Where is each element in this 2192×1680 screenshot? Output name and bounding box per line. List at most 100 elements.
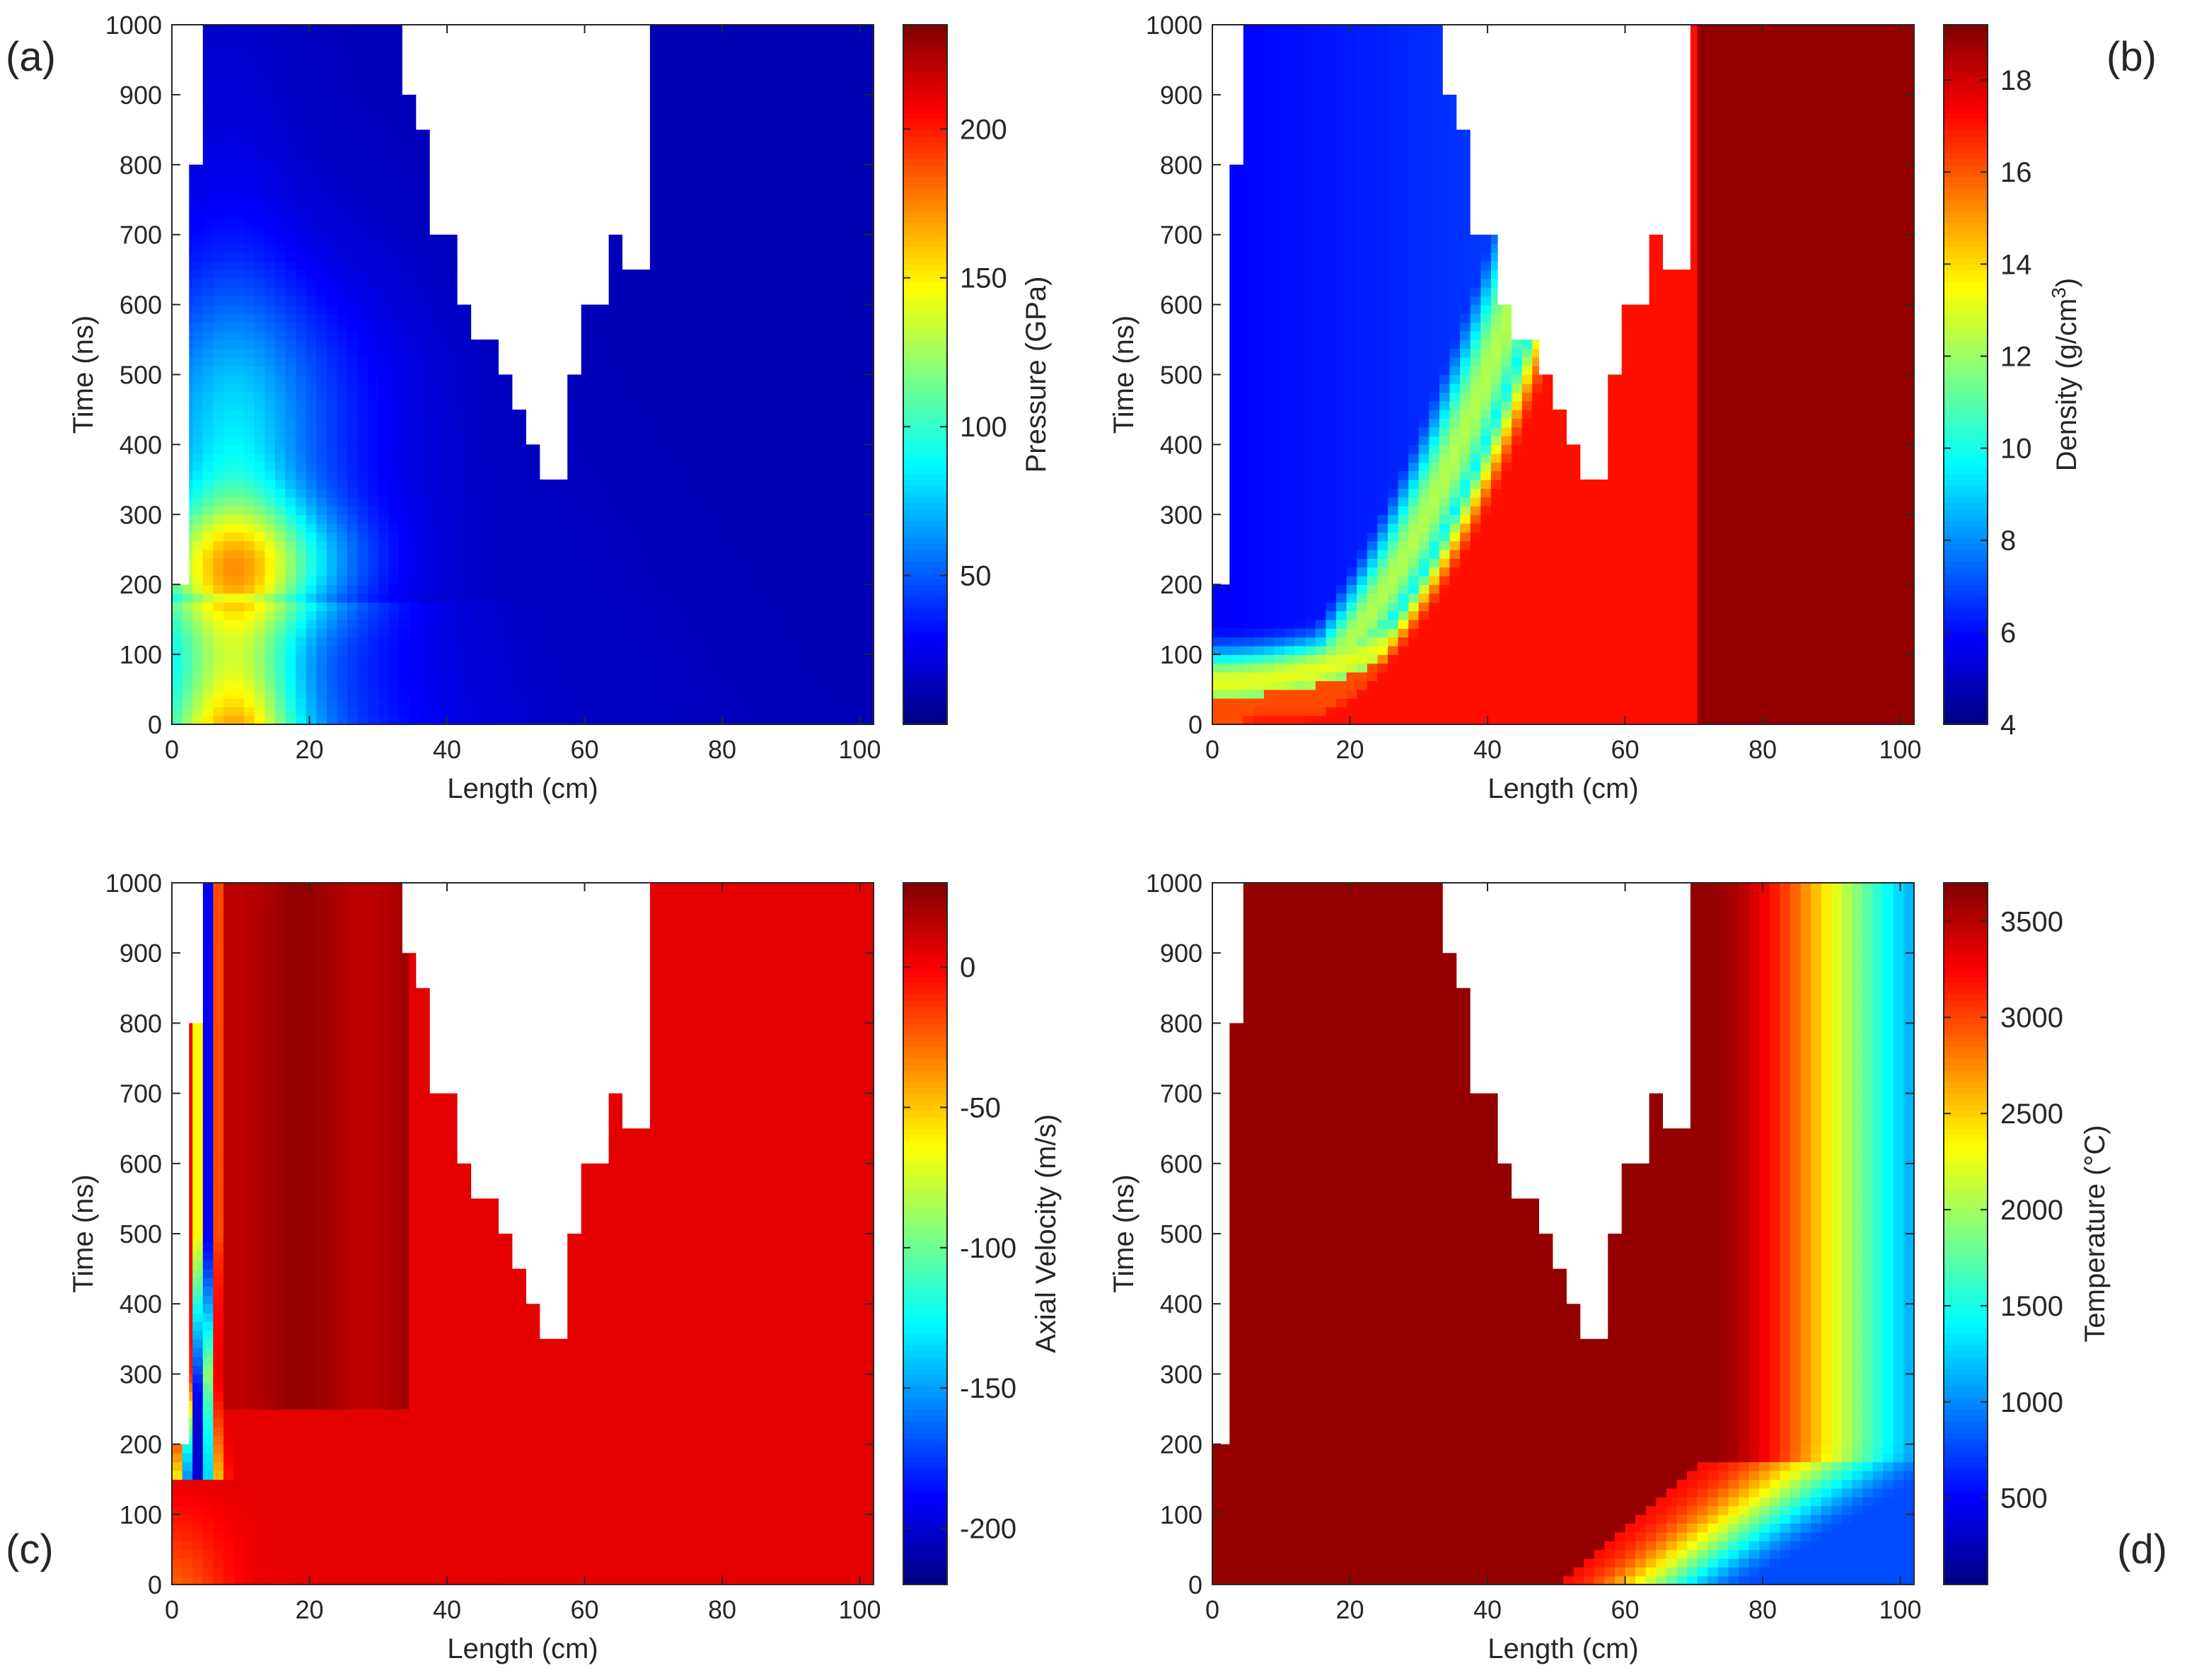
heatmap-cell (388, 444, 399, 453)
heatmap-cell (492, 628, 502, 637)
heatmap-cell (234, 252, 245, 261)
heatmap-cell (739, 287, 750, 296)
heatmap-cell (750, 357, 760, 366)
heatmap-cell (460, 540, 471, 550)
heatmap-cell (646, 672, 657, 681)
heatmap-cell (678, 663, 688, 672)
heatmap-cell (729, 25, 740, 34)
heatmap-cell (781, 322, 791, 331)
heatmap-cell (327, 436, 337, 445)
heatmap-cell (388, 392, 399, 401)
heatmap-cell (192, 558, 203, 567)
heatmap-cell (595, 646, 605, 655)
heatmap-cell (770, 103, 781, 112)
heatmap-cell (502, 558, 513, 567)
heatmap-cell (316, 331, 327, 340)
heatmap-cell (378, 59, 389, 69)
heatmap-cell (502, 690, 513, 699)
heatmap-cell (296, 51, 306, 60)
heatmap-cell (512, 410, 523, 419)
heatmap-cell (347, 51, 358, 60)
heatmap-cell (801, 584, 812, 593)
heatmap-cell (347, 383, 358, 393)
heatmap-cell (419, 602, 430, 611)
heatmap-cell (729, 576, 740, 585)
heatmap-cell (192, 690, 203, 699)
heatmap-cell (801, 147, 812, 156)
heatmap-cell (410, 523, 420, 533)
heatmap-cell (192, 418, 203, 427)
heatmap-cell (512, 610, 523, 620)
heatmap-cell (327, 637, 337, 646)
heatmap-cell (688, 672, 698, 681)
heatmap-cell (192, 217, 203, 226)
heatmap-cell (781, 584, 791, 593)
heatmap-cell (347, 69, 358, 78)
heatmap-cell (709, 610, 719, 620)
heatmap-cell (512, 488, 523, 497)
heatmap-cell (358, 183, 369, 192)
heatmap-cell (316, 550, 327, 559)
heatmap-cell (234, 191, 245, 200)
heatmap-cell (275, 383, 286, 393)
heatmap-cell (296, 121, 306, 130)
heatmap-cell (471, 514, 482, 523)
heatmap-cell (265, 462, 275, 471)
heatmap-cell (678, 392, 688, 401)
heatmap-cell (781, 654, 791, 664)
heatmap-cell (451, 584, 461, 593)
heatmap-cell (770, 540, 781, 550)
heatmap-cell (327, 287, 337, 296)
heatmap-cell (729, 217, 740, 226)
heatmap-cell (213, 707, 224, 716)
heatmap-cell (358, 252, 369, 261)
heatmap-cell (347, 444, 358, 453)
heatmap-cell (781, 488, 791, 497)
heatmap-cell (688, 610, 698, 620)
heatmap-cell (554, 558, 564, 567)
heatmap-cell (430, 497, 441, 506)
heatmap-cell (337, 112, 347, 122)
heatmap-cell (791, 470, 801, 480)
heatmap-cell (203, 209, 214, 218)
heatmap-cell (244, 86, 255, 95)
heatmap-cell (410, 418, 420, 427)
heatmap-cell (224, 183, 234, 192)
heatmap-cell (234, 42, 245, 52)
heatmap-cell (399, 270, 410, 279)
heatmap-cell (440, 690, 451, 699)
heatmap-cell (378, 602, 389, 611)
heatmap-cell (615, 410, 626, 419)
heatmap-cell (460, 313, 471, 323)
heatmap-cell (378, 348, 389, 357)
heatmap-cell (327, 235, 337, 244)
heatmap-cell (678, 279, 688, 288)
heatmap-cell (410, 462, 420, 471)
heatmap-cell (781, 375, 791, 384)
heatmap-cell (378, 25, 389, 34)
heatmap-cell (781, 129, 791, 139)
heatmap-cell (460, 690, 471, 699)
heatmap-cell (203, 287, 214, 296)
heatmap-cell (698, 707, 709, 716)
heatmap-cell (275, 584, 286, 593)
heatmap-cell (657, 121, 668, 130)
heatmap-cell (296, 226, 306, 235)
heatmap-cell (636, 602, 646, 611)
heatmap-cell (358, 637, 369, 646)
heatmap-cell (770, 25, 781, 34)
heatmap-cell (739, 593, 750, 603)
heatmap-cell (667, 532, 678, 541)
heatmap-cell (781, 296, 791, 305)
heatmap-cell (419, 567, 430, 576)
heatmap-cell (688, 470, 698, 480)
heatmap-cell (265, 488, 275, 497)
heatmap-cell (255, 42, 265, 52)
heatmap-cell (192, 602, 203, 611)
heatmap-cell (451, 331, 461, 340)
heatmap-cell (337, 129, 347, 139)
heatmap-cell (729, 436, 740, 445)
heatmap-cell (698, 532, 709, 541)
heatmap-cell (801, 270, 812, 279)
heatmap-cell (388, 51, 399, 60)
